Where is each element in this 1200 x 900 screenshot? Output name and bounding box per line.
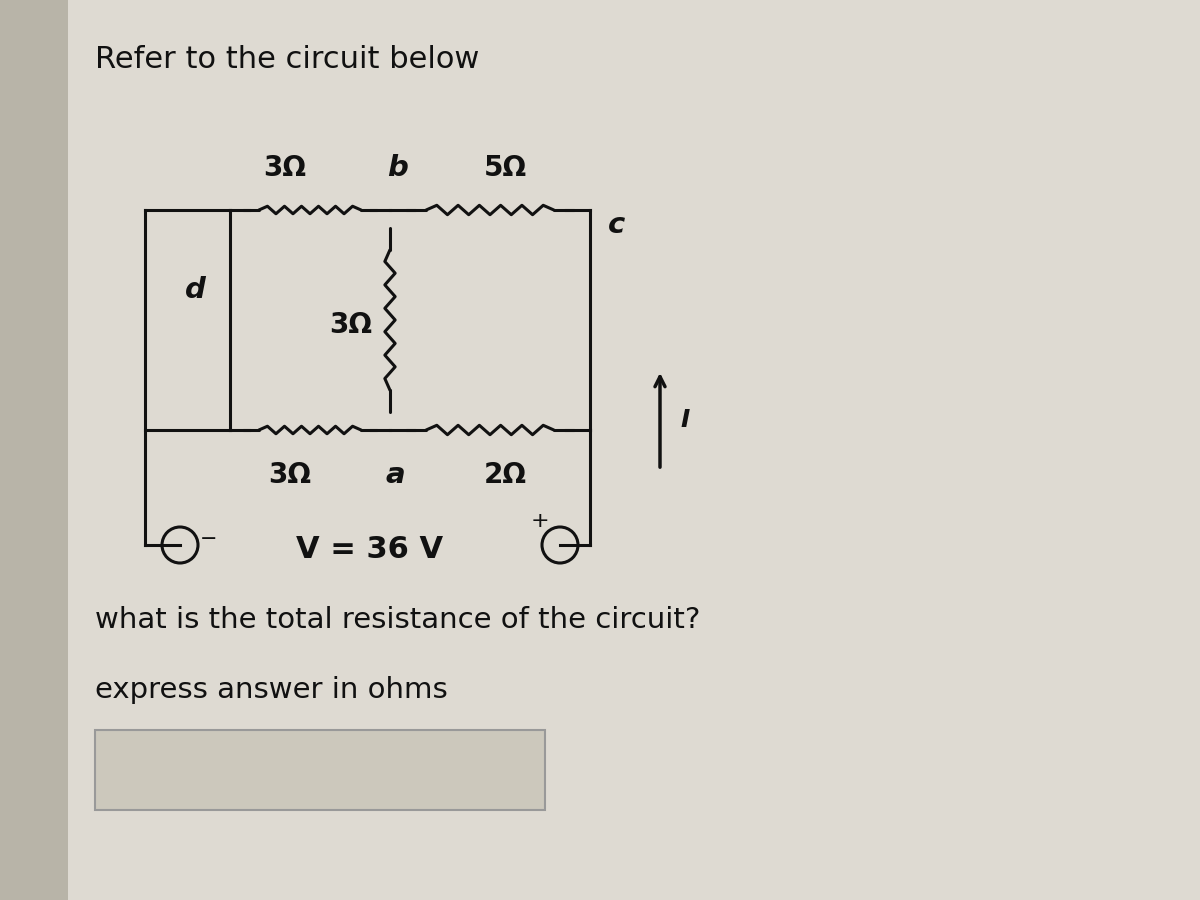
Text: d: d (185, 276, 205, 304)
Bar (0, 0, 68, 900)
Text: c: c (608, 211, 625, 239)
Text: express answer in ohms: express answer in ohms (95, 676, 448, 704)
Text: +: + (530, 511, 550, 531)
Text: 5Ω: 5Ω (484, 154, 527, 182)
Text: a: a (385, 461, 404, 489)
Text: 3Ω: 3Ω (269, 461, 312, 489)
Text: I: I (680, 408, 689, 432)
Text: V = 36 V: V = 36 V (296, 536, 444, 564)
Text: Refer to the circuit below: Refer to the circuit below (95, 46, 479, 75)
FancyBboxPatch shape (95, 730, 545, 810)
Text: −: − (200, 529, 217, 549)
Text: what is the total resistance of the circuit?: what is the total resistance of the circ… (95, 606, 701, 634)
Text: 3Ω: 3Ω (264, 154, 306, 182)
Text: 3Ω: 3Ω (329, 311, 372, 339)
Text: 2Ω: 2Ω (484, 461, 527, 489)
Text: b: b (388, 154, 408, 182)
